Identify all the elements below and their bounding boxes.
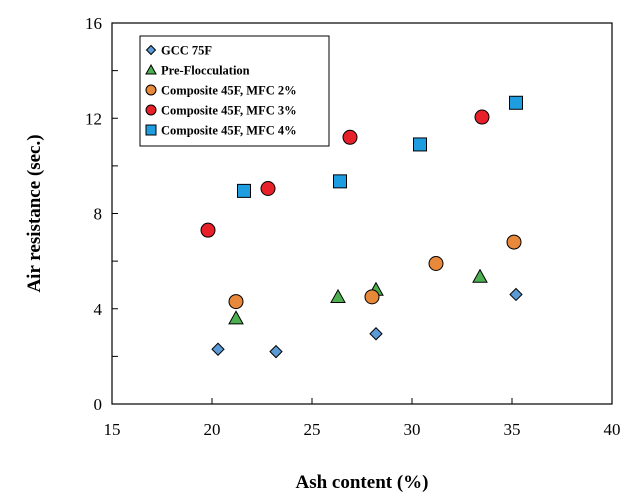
data-point bbox=[228, 310, 244, 325]
legend-label: Composite 45F, MFC 4% bbox=[161, 124, 297, 138]
series-2 bbox=[228, 234, 522, 310]
legend: GCC 75F Pre-Flocculation Composite 45F, MF… bbox=[139, 35, 330, 147]
x-axis-title: Ash content (%) bbox=[296, 472, 429, 493]
y-tick-label: 0 bbox=[94, 395, 103, 414]
x-tick-label: 40 bbox=[604, 420, 621, 439]
data-point bbox=[269, 344, 283, 359]
data-point bbox=[509, 287, 523, 302]
legend-label: Composite 45F, MFC 2% bbox=[161, 84, 297, 98]
data-point bbox=[333, 174, 347, 189]
data-point bbox=[509, 95, 523, 110]
legend-marker bbox=[145, 124, 157, 136]
axes bbox=[111, 22, 613, 405]
data-point bbox=[506, 234, 522, 250]
data-point bbox=[211, 342, 225, 356]
x-tick-label: 20 bbox=[204, 420, 221, 439]
data-point bbox=[237, 183, 251, 198]
data-point bbox=[369, 327, 383, 341]
data-point bbox=[474, 109, 490, 125]
legend-marker bbox=[145, 63, 157, 75]
legend-box bbox=[139, 35, 330, 147]
x-tick-label: 30 bbox=[404, 420, 421, 439]
data-point bbox=[342, 129, 358, 145]
x-tick-label: 25 bbox=[304, 420, 321, 439]
tick-labels: 15 20 25 30 35 40 0 4 8 12 16 bbox=[85, 14, 621, 439]
data-point bbox=[428, 256, 444, 272]
y-tick-label: 8 bbox=[94, 205, 103, 224]
data-point bbox=[413, 137, 427, 152]
y-tick-label: 16 bbox=[85, 14, 102, 33]
y-tick-label: 12 bbox=[85, 109, 102, 128]
legend-marker bbox=[145, 44, 157, 56]
y-axis-title: Air resistance (sec.) bbox=[24, 134, 45, 292]
data-point bbox=[260, 180, 276, 196]
x-tick-label: 35 bbox=[504, 420, 521, 439]
x-tick-label: 15 bbox=[104, 420, 121, 439]
data-point bbox=[364, 289, 380, 305]
data-point bbox=[200, 222, 216, 238]
series-1 bbox=[228, 268, 488, 325]
data-point bbox=[472, 268, 488, 283]
series-3 bbox=[200, 109, 490, 238]
data-point bbox=[228, 294, 244, 310]
legend-marker bbox=[145, 84, 157, 96]
legend-marker bbox=[145, 104, 157, 116]
data-point bbox=[330, 288, 346, 303]
series-4 bbox=[237, 95, 523, 198]
series-0 bbox=[211, 287, 523, 359]
y-tick-label: 4 bbox=[94, 300, 103, 319]
data-points bbox=[200, 95, 523, 359]
legend-label: Composite 45F, MFC 3% bbox=[161, 104, 297, 118]
legend-label: Pre-Flocculation bbox=[161, 64, 250, 78]
legend-label: GCC 75F bbox=[161, 44, 212, 58]
